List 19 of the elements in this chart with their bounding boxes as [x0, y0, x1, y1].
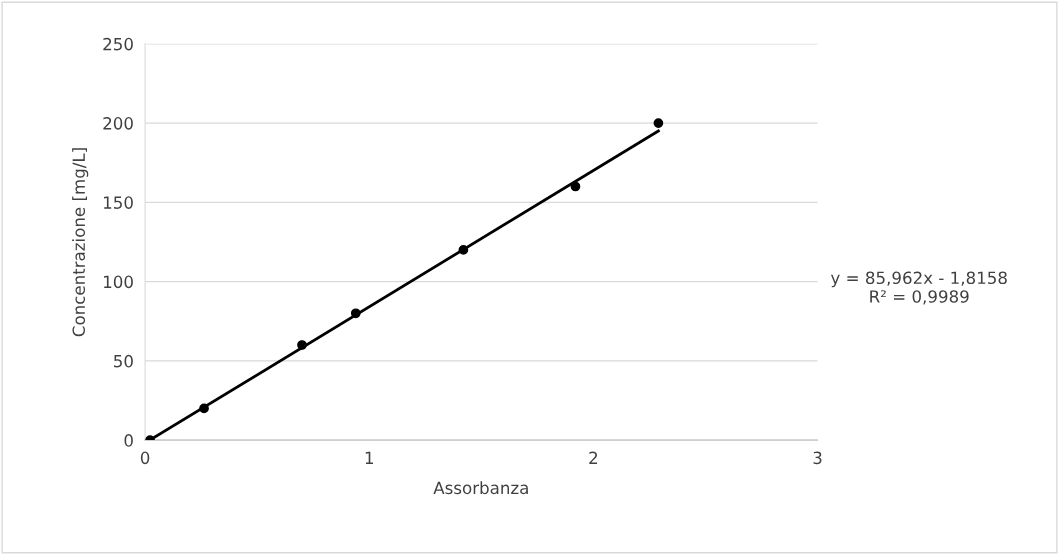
text: y = 85,962x - 1,8158 R² = 0,9989 [830, 271, 1007, 305]
point [570, 181, 581, 192]
y-tick-label: 250 [103, 37, 133, 51]
point [458, 245, 469, 255]
x-tick-label: 1 [365, 451, 373, 464]
point [297, 340, 307, 350]
y-axis-title: Concentrazione [mg/L] [72, 148, 89, 337]
y-tick-label: 200 [103, 117, 133, 130]
x-tick-label: 3 [813, 451, 822, 465]
y-tick-label: 150 [103, 196, 133, 209]
x-axis-title: Assorbanza [433, 481, 528, 495]
point [653, 118, 664, 128]
x-tick-label: 0 [140, 451, 150, 465]
y-tick-label: 50 [114, 354, 133, 368]
y-tick-label: 100 [103, 275, 133, 289]
point [199, 403, 209, 414]
point [350, 308, 361, 319]
y-tick-label: 0 [124, 434, 133, 447]
x-tick-label: 2 [589, 451, 598, 464]
